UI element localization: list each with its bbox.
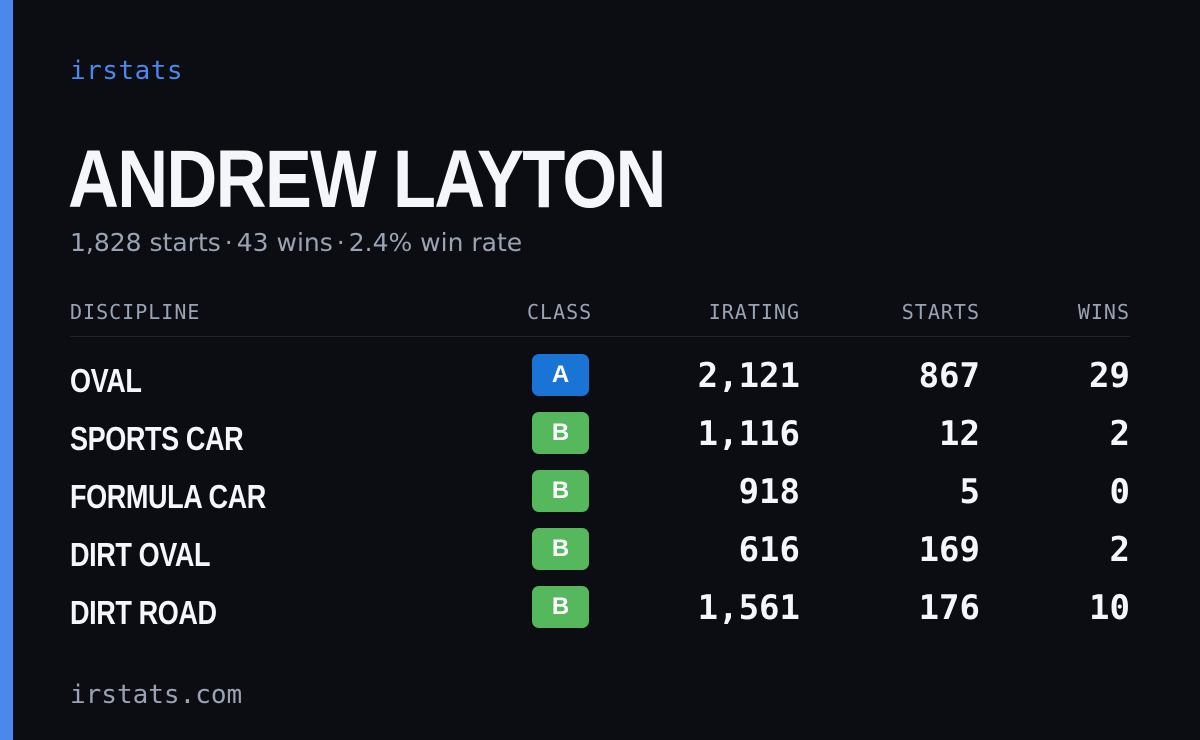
table-header: DISCIPLINE CLASS IRATING STARTS WINS <box>70 300 1130 337</box>
driver-summary: 1,828 starts · 43 wins · 2.4% win rate <box>70 228 522 257</box>
header-wins: WINS <box>1077 300 1130 324</box>
discipline-name: DIRT ROAD <box>70 594 217 631</box>
wins-value: 10 <box>1089 588 1130 628</box>
discipline-name: FORMULA CAR <box>70 478 266 515</box>
driver-name: ANDREW LAYTON <box>68 134 666 225</box>
class-badge: B <box>532 412 589 454</box>
wins-value: 2 <box>1109 414 1130 454</box>
table-row: DIRT OVAL B 616 169 2 <box>70 524 1130 582</box>
summary-wins: 43 wins <box>236 228 333 257</box>
discipline-name: SPORTS CAR <box>70 420 244 457</box>
starts-value: 169 <box>918 530 980 570</box>
wins-value: 0 <box>1109 472 1130 512</box>
table-row: OVAL A 2,121 867 29 <box>70 350 1130 408</box>
starts-value: 12 <box>939 414 980 454</box>
irating-value: 616 <box>738 530 800 570</box>
irating-value: 1,561 <box>697 588 800 628</box>
class-badge: B <box>532 470 589 512</box>
table-row: DIRT ROAD B 1,561 176 10 <box>70 582 1130 640</box>
wins-value: 29 <box>1089 356 1130 396</box>
wins-value: 2 <box>1109 530 1130 570</box>
header-irating: IRATING <box>708 300 800 324</box>
discipline-name: DIRT OVAL <box>70 536 211 573</box>
class-badge: A <box>532 354 589 396</box>
header-discipline: DISCIPLINE <box>70 300 201 324</box>
starts-value: 176 <box>918 588 980 628</box>
table-row: FORMULA CAR B 918 5 0 <box>70 466 1130 524</box>
irating-value: 1,116 <box>697 414 800 454</box>
class-badge: B <box>532 586 589 628</box>
summary-separator: · <box>336 228 345 257</box>
brand-logo: irstats <box>70 56 184 86</box>
summary-win-rate: 2.4% win rate <box>348 228 523 257</box>
accent-bar <box>0 0 13 740</box>
discipline-name: OVAL <box>70 362 142 399</box>
discipline-table: OVAL A 2,121 867 29 SPORTS CAR B 1,116 1… <box>70 350 1130 640</box>
table-row: SPORTS CAR B 1,116 12 2 <box>70 408 1130 466</box>
summary-starts: 1,828 starts <box>70 228 221 257</box>
footer-url: irstats.com <box>70 680 243 710</box>
irating-value: 918 <box>738 472 800 512</box>
starts-value: 867 <box>918 356 980 396</box>
irating-value: 2,121 <box>697 356 800 396</box>
summary-separator: · <box>224 228 233 257</box>
header-class: CLASS <box>527 300 593 324</box>
header-starts: STARTS <box>901 300 980 324</box>
starts-value: 5 <box>959 472 980 512</box>
class-badge: B <box>532 528 589 570</box>
